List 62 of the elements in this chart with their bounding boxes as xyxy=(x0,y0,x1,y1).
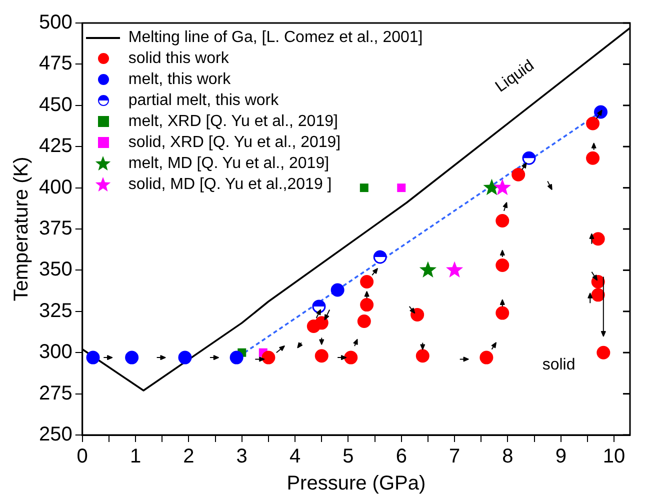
y-tick-label: 375 xyxy=(38,218,72,240)
point xyxy=(512,168,526,182)
point xyxy=(360,298,374,312)
y-tick-label: 325 xyxy=(38,300,72,322)
legend-label: solid, MD [Q. Yu et al.,2019 ] xyxy=(128,175,332,195)
y-tick-label: 400 xyxy=(38,176,72,198)
point xyxy=(596,346,610,360)
point xyxy=(397,184,406,192)
x-tick-label: 9 xyxy=(555,446,566,468)
point xyxy=(357,314,371,328)
legend-label: melt, XRD [Q. Yu et al., 2019] xyxy=(128,112,338,132)
point xyxy=(344,350,358,364)
point xyxy=(86,350,100,364)
x-tick-label: 3 xyxy=(236,446,248,468)
point xyxy=(360,274,374,288)
point xyxy=(496,214,510,228)
point xyxy=(419,261,437,278)
x-tick-label: 10 xyxy=(602,446,626,468)
y-tick-label: 350 xyxy=(38,258,72,281)
x-tick-label: 1 xyxy=(130,446,142,468)
point xyxy=(591,288,605,302)
point xyxy=(262,350,276,364)
y-tick-label: 300 xyxy=(38,341,72,364)
legend-label: solid this work xyxy=(128,49,229,69)
point xyxy=(125,350,139,364)
point xyxy=(446,261,464,278)
point xyxy=(178,350,192,364)
legend-label: melt, MD [Q. Yu et al., 2019] xyxy=(128,154,330,174)
point xyxy=(360,184,368,192)
legend-label: partial melt, this work xyxy=(128,91,279,111)
x-tick-label: 0 xyxy=(76,446,88,468)
point xyxy=(496,258,510,272)
point xyxy=(314,316,328,330)
x-tick-label: 8 xyxy=(502,446,514,468)
legend-label: solid, XRD [Q. Yu et al., 2019] xyxy=(128,133,341,153)
point xyxy=(480,350,494,364)
x-tick-label: 5 xyxy=(342,446,354,468)
point xyxy=(330,283,344,297)
x-tick-label: 2 xyxy=(183,446,194,468)
y-tick-label: 250 xyxy=(38,424,72,446)
point xyxy=(586,151,600,165)
x-tick-label: 7 xyxy=(448,446,460,468)
y-axis-title: Temperature (K) xyxy=(10,156,33,302)
point xyxy=(494,178,511,196)
y-tick-label: 450 xyxy=(38,94,72,116)
x-tick-label: 6 xyxy=(396,446,407,468)
legend-label: Melting line of Ga, [L. Comez et al., 2001] xyxy=(128,28,423,48)
annotation: solid xyxy=(542,356,576,374)
point xyxy=(591,232,605,246)
point xyxy=(230,350,244,364)
y-tick-label: 475 xyxy=(38,52,72,75)
point xyxy=(586,116,600,130)
legend-label: melt, this work xyxy=(128,70,231,90)
point xyxy=(410,308,424,322)
point xyxy=(314,349,328,363)
x-tick-label: 4 xyxy=(289,446,301,468)
y-tick-label: 275 xyxy=(38,382,72,404)
y-tick-label: 425 xyxy=(38,135,72,158)
point xyxy=(416,349,430,363)
y-tick-label: 500 xyxy=(38,12,72,34)
x-axis-title: Pressure (GPa) xyxy=(286,472,426,495)
point xyxy=(496,306,510,320)
